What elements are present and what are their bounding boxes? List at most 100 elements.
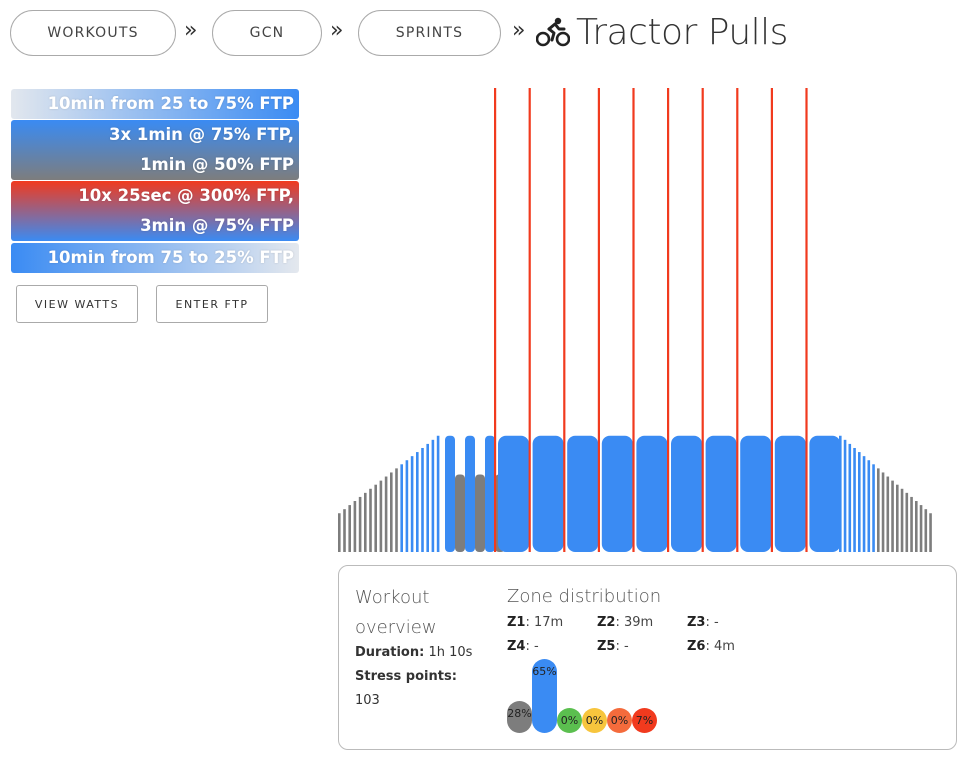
tempo-on-bar: [465, 435, 475, 552]
warmup-ramp-bar: [395, 468, 398, 552]
segment-label: 10x 25sec @ 300% FTP,: [78, 186, 294, 205]
duration-value: 1h 10s: [428, 645, 473, 660]
duration-row: Duration: 1h 10s: [355, 645, 472, 660]
zone-z2: Z2: 39m: [597, 615, 654, 630]
cooldown-ramp-bar: [843, 439, 847, 552]
breadcrumb-separator: »: [512, 18, 526, 43]
breadcrumb-separator: »: [330, 18, 344, 43]
workout-chart: [338, 88, 932, 552]
overview-heading: Workout overview: [355, 587, 437, 638]
zone-z6: Z6: 4m: [687, 639, 735, 654]
cooldown-ramp-bar: [919, 505, 923, 552]
segment-tempo-intervals[interactable]: 3x 1min @ 75% FTP, 1min @ 50% FTP: [11, 120, 299, 180]
recovery-bar: [809, 435, 841, 552]
warmup-ramp-bar: [431, 439, 435, 552]
segment-label: 3x 1min @ 75% FTP,: [108, 125, 294, 144]
cooldown-ramp-bar: [891, 480, 894, 552]
zone-bar: 0%: [607, 708, 632, 733]
segment-cooldown-ramp[interactable]: 10min from 75 to 25% FTP: [11, 243, 299, 273]
duration-label: Duration:: [355, 645, 425, 660]
cooldown-ramp-bar: [896, 484, 899, 552]
sprint-bar: [770, 88, 773, 552]
tempo-on-bar: [445, 435, 455, 552]
cooldown-ramp-bar: [881, 472, 885, 552]
segment-sprint-intervals[interactable]: 10x 25sec @ 300% FTP, 3min @ 75% FTP: [11, 181, 299, 241]
cooldown-ramp-bar: [853, 447, 856, 552]
recovery-bar: [532, 435, 564, 552]
warmup-ramp-bar: [364, 492, 367, 552]
cooldown-ramp-bar: [862, 456, 866, 552]
cooldown-ramp-bar: [848, 443, 852, 552]
breadcrumb-workouts[interactable]: WORKOUTS: [10, 10, 176, 56]
zone-bar: 7%: [632, 708, 657, 733]
sprint-bar: [805, 88, 808, 552]
sprint-bar: [528, 88, 531, 552]
recovery-bar: [671, 435, 702, 552]
zone-bar: 28%: [507, 701, 532, 733]
segment-label: 1min @ 50% FTP: [140, 155, 294, 174]
recovery-bar: [601, 435, 633, 552]
recovery-bar: [567, 435, 599, 552]
segment-warmup-ramp[interactable]: 10min from 25 to 75% FTP: [11, 89, 299, 119]
warmup-ramp-bar: [379, 480, 383, 552]
cooldown-ramp-bar: [858, 452, 861, 552]
enter-ftp-button[interactable]: ENTER FTP: [156, 285, 268, 323]
zone-z1: Z1: 17m: [507, 615, 564, 630]
warmup-ramp-bar: [384, 476, 388, 552]
warmup-ramp-bar: [369, 488, 372, 552]
breadcrumb-separator: »: [184, 18, 198, 43]
cooldown-ramp-bar: [924, 509, 928, 552]
warmup-ramp-bar: [436, 435, 440, 552]
cooldown-ramp-bar: [929, 513, 932, 552]
tempo-on-bar: [485, 435, 495, 552]
segment-label: 10min from 25 to 75% FTP: [47, 94, 294, 113]
sprint-bar: [632, 88, 635, 552]
zone-z4: Z4: -: [507, 639, 539, 654]
zone-z5: Z5: -: [597, 639, 629, 654]
zone-bar: 65%: [532, 659, 557, 733]
warmup-ramp-bar: [348, 505, 351, 552]
cooldown-ramp-bar: [886, 476, 890, 552]
sprint-bar: [736, 88, 739, 552]
zone-distribution-heading: Zone distribution: [507, 586, 662, 607]
warmup-ramp-bar: [338, 513, 341, 552]
sprint-bar: [667, 88, 670, 552]
recovery-bar: [636, 435, 668, 552]
warmup-ramp-bar: [353, 501, 357, 552]
cyclist-icon: [536, 17, 570, 47]
tempo-off-bar: [455, 474, 465, 552]
recovery-bar: [705, 435, 737, 552]
workout-title: Tractor Pulls: [576, 11, 788, 53]
warmup-ramp-bar: [416, 452, 419, 552]
zone-z3: Z3: -: [687, 615, 719, 630]
cooldown-ramp-bar: [905, 492, 909, 552]
sprint-bar: [494, 88, 497, 552]
warmup-ramp-bar: [405, 460, 409, 552]
cooldown-ramp-bar: [872, 464, 875, 552]
stress-value: 103: [355, 693, 380, 708]
cooldown-ramp-bar: [900, 488, 904, 552]
segment-label: 3min @ 75% FTP: [140, 216, 294, 235]
sprint-bar: [563, 88, 566, 552]
warmup-ramp-bar: [426, 443, 429, 552]
warmup-ramp-bar: [358, 496, 362, 552]
cooldown-ramp-bar: [910, 496, 913, 552]
breadcrumb-gcn[interactable]: GCN: [212, 10, 322, 56]
view-watts-button[interactable]: VIEW WATTS: [16, 285, 138, 323]
sprint-bar: [701, 88, 704, 552]
cooldown-ramp-bar: [877, 468, 880, 552]
zone-bar: 0%: [557, 708, 582, 733]
zone-bar: 0%: [582, 708, 607, 733]
warmup-ramp-bar: [410, 456, 414, 552]
stress-label: Stress points:: [355, 669, 457, 684]
cooldown-ramp-bar: [915, 501, 918, 552]
warmup-ramp-bar: [421, 447, 424, 552]
recovery-bar: [740, 435, 772, 552]
warmup-ramp-bar: [400, 464, 403, 552]
warmup-ramp-bar: [374, 484, 377, 552]
workout-summary-panel: Workout overview Duration: 1h 10s Stress…: [338, 565, 957, 750]
page-title: Tractor Pulls: [536, 8, 788, 56]
tempo-off-bar: [475, 474, 485, 552]
breadcrumb-sprints[interactable]: SPRINTS: [358, 10, 501, 56]
recovery-bar: [774, 435, 806, 552]
